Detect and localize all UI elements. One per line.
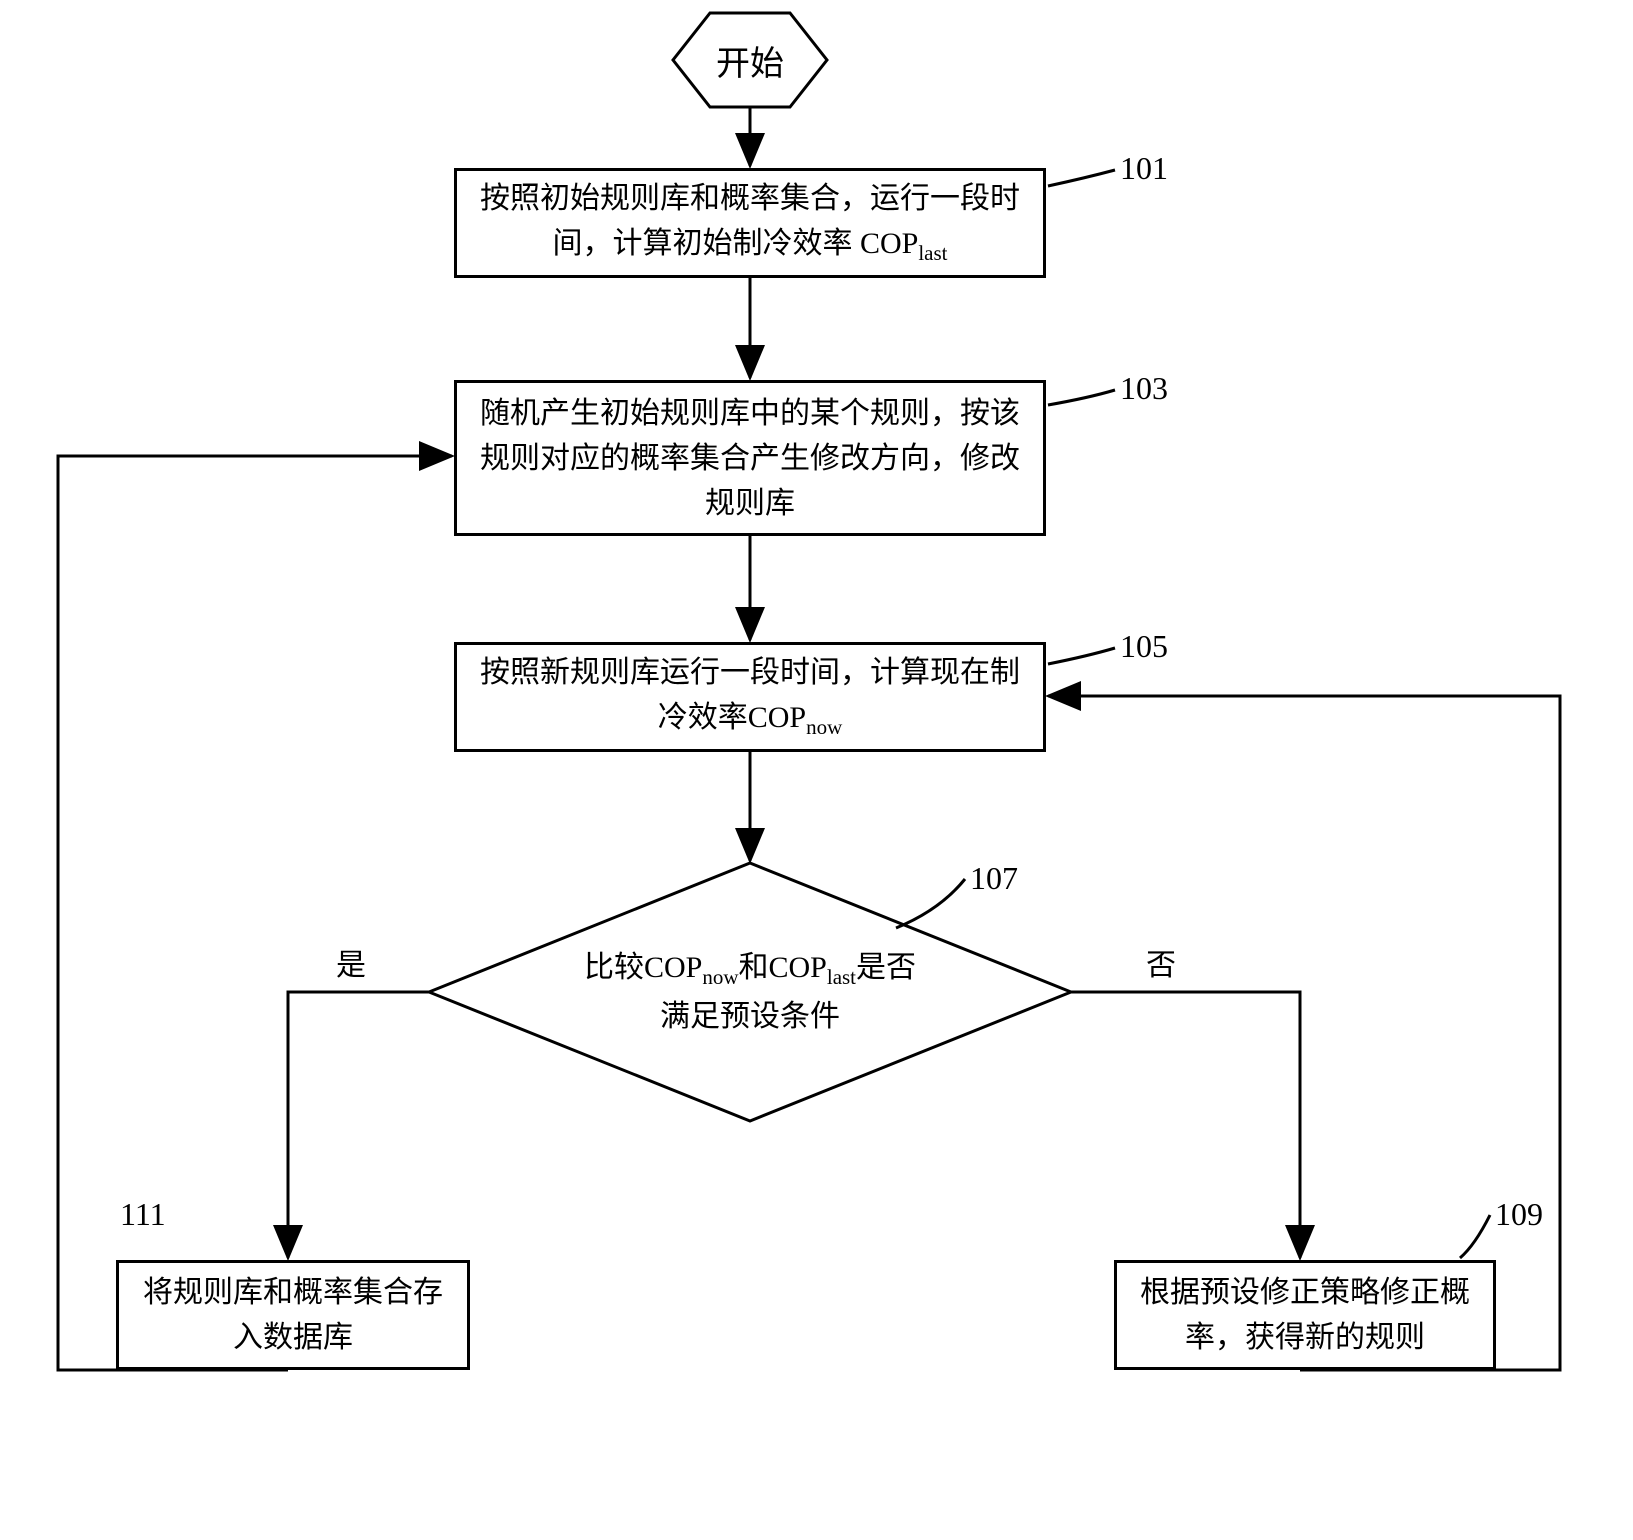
connectors [0, 0, 1633, 1540]
